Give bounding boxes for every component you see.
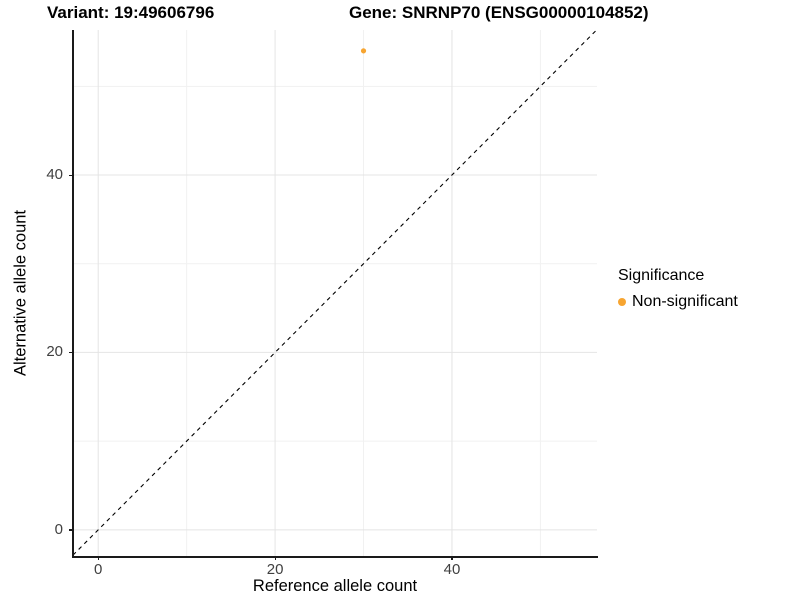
y-tick-mark bbox=[69, 529, 73, 531]
y-tick-mark bbox=[69, 351, 73, 354]
x-tick-mark bbox=[274, 556, 277, 560]
y-tick-label: 40 bbox=[46, 166, 63, 184]
y-axis-line bbox=[72, 30, 74, 557]
legend: Significance Non-significant bbox=[618, 266, 738, 311]
y-tick-label: 20 bbox=[46, 343, 63, 361]
legend-title: Significance bbox=[618, 267, 705, 284]
x-axis-line bbox=[72, 556, 598, 558]
plot-title-variant: Variant: 19:49606796 bbox=[47, 3, 215, 22]
legend-item-label: Non-significant bbox=[632, 293, 738, 310]
data-point bbox=[360, 48, 367, 54]
x-axis-title: Reference allele count bbox=[252, 577, 418, 595]
x-tick-label: 40 bbox=[443, 561, 461, 578]
x-tick-label: 0 bbox=[94, 561, 103, 578]
x-tick-mark bbox=[97, 556, 100, 560]
plot-panel-canvas bbox=[73, 30, 597, 556]
x-tick-label: 20 bbox=[266, 561, 284, 578]
legend-point-icon bbox=[618, 298, 626, 306]
y-axis-title: Alternative allele count bbox=[11, 209, 30, 377]
plot-title-gene: Gene: SNRNP70 (ENSG00000104852) bbox=[349, 3, 649, 22]
y-tick-label: 0 bbox=[54, 520, 63, 538]
legend-item-non-significant: Non-significant bbox=[618, 293, 738, 311]
identity-dashed-line bbox=[73, 30, 597, 556]
x-tick-mark bbox=[451, 556, 453, 560]
y-tick-mark bbox=[69, 174, 73, 177]
